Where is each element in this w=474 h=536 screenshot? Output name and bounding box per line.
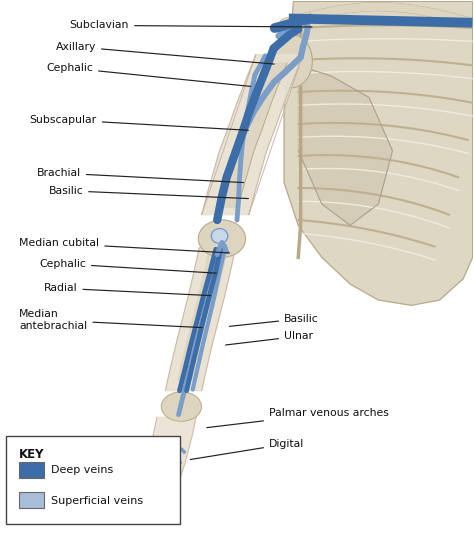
- Polygon shape: [190, 256, 226, 381]
- Polygon shape: [298, 65, 392, 225]
- Bar: [19, 493, 44, 509]
- Polygon shape: [152, 482, 170, 521]
- Polygon shape: [165, 248, 236, 391]
- Text: Brachial: Brachial: [36, 168, 244, 183]
- Text: Radial: Radial: [44, 283, 210, 295]
- Text: Cephalic: Cephalic: [46, 63, 251, 86]
- Ellipse shape: [198, 220, 246, 257]
- Bar: [19, 461, 44, 478]
- Text: Median cubital: Median cubital: [19, 239, 229, 253]
- Polygon shape: [141, 418, 196, 477]
- Polygon shape: [178, 256, 213, 381]
- Text: Digital: Digital: [190, 439, 304, 459]
- Text: Basilic: Basilic: [48, 185, 248, 198]
- Text: Axillary: Axillary: [55, 42, 274, 64]
- Ellipse shape: [161, 392, 201, 421]
- Ellipse shape: [211, 228, 228, 243]
- Ellipse shape: [270, 34, 312, 88]
- Polygon shape: [201, 55, 303, 215]
- Polygon shape: [219, 63, 287, 207]
- Polygon shape: [159, 481, 175, 520]
- FancyBboxPatch shape: [6, 436, 181, 524]
- Polygon shape: [139, 480, 158, 515]
- Text: Median
antebrachial: Median antebrachial: [19, 309, 202, 331]
- Text: Cephalic: Cephalic: [39, 259, 216, 273]
- Text: Deep veins: Deep veins: [51, 465, 113, 475]
- Polygon shape: [165, 479, 180, 514]
- Text: KEY: KEY: [19, 448, 45, 461]
- Text: Subscapular: Subscapular: [30, 115, 248, 130]
- Text: Subclavian: Subclavian: [70, 20, 312, 31]
- Text: Superficial veins: Superficial veins: [51, 496, 143, 506]
- Text: Palmar venous arches: Palmar venous arches: [207, 408, 389, 428]
- Polygon shape: [146, 481, 164, 519]
- Text: Ulnar: Ulnar: [226, 331, 313, 345]
- Text: Basilic: Basilic: [229, 314, 319, 326]
- Polygon shape: [284, 2, 473, 306]
